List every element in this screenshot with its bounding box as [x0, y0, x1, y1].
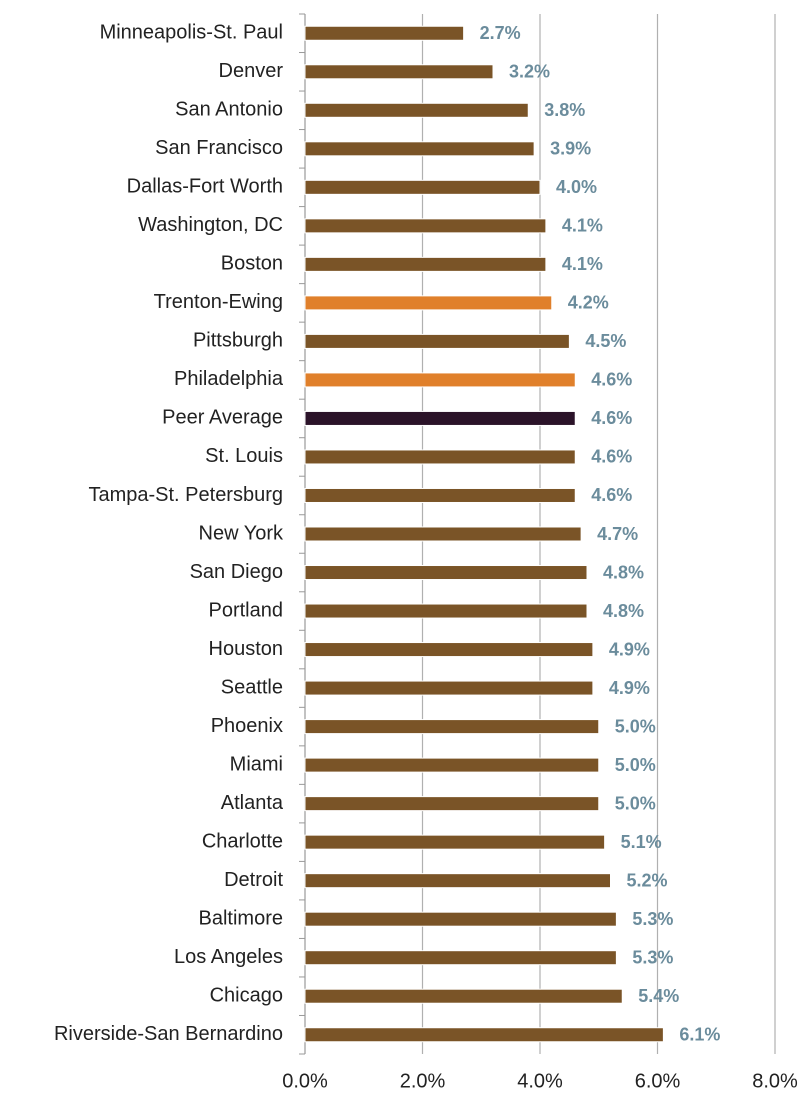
bar — [304, 1027, 664, 1043]
value-label: 3.8% — [544, 100, 585, 120]
value-label: 4.2% — [568, 293, 609, 313]
category-label: Riverside-San Bernardino — [54, 1023, 283, 1045]
bar — [304, 950, 617, 966]
x-tick-label: 6.0% — [635, 1070, 681, 1092]
category-label: Denver — [219, 60, 284, 82]
category-label: Detroit — [224, 869, 283, 891]
value-label: 3.2% — [509, 62, 550, 82]
category-label: Baltimore — [199, 907, 283, 929]
bar — [304, 603, 588, 619]
value-label: 4.6% — [591, 485, 632, 505]
category-label: San Francisco — [155, 137, 283, 159]
category-label: Portland — [209, 599, 284, 621]
category-label: San Antonio — [175, 99, 283, 121]
value-label: 4.8% — [603, 562, 644, 582]
bar — [304, 757, 600, 773]
category-label: Boston — [221, 253, 283, 275]
value-label: 4.1% — [562, 254, 603, 274]
bar — [304, 333, 570, 349]
category-label: Peer Average — [162, 407, 283, 429]
category-label: Phoenix — [211, 715, 283, 737]
category-label: Pittsburgh — [193, 330, 283, 352]
category-label: Philadelphia — [174, 368, 284, 390]
bar — [304, 102, 529, 118]
bar — [304, 911, 617, 927]
category-label: St. Louis — [205, 445, 283, 467]
bar — [304, 256, 547, 272]
bar — [304, 218, 547, 234]
value-label: 4.6% — [591, 370, 632, 390]
x-tick-label: 4.0% — [517, 1070, 563, 1092]
bar — [304, 834, 606, 850]
category-label: Houston — [209, 638, 284, 660]
bar — [304, 988, 623, 1004]
value-label: 4.8% — [603, 601, 644, 621]
value-label: 5.1% — [621, 832, 662, 852]
category-label: Seattle — [221, 676, 283, 698]
bar — [304, 873, 611, 889]
x-tick-label: 2.0% — [400, 1070, 446, 1092]
value-label: 5.0% — [615, 755, 656, 775]
bar — [304, 449, 576, 465]
category-label: Minneapolis-St. Paul — [100, 22, 283, 44]
bar — [304, 487, 576, 503]
bar — [304, 719, 600, 735]
value-label: 5.0% — [615, 793, 656, 813]
category-label: New York — [199, 522, 284, 544]
value-label: 2.7% — [480, 23, 521, 43]
value-label: 4.6% — [591, 447, 632, 467]
bar — [304, 372, 576, 388]
value-label: 4.7% — [597, 524, 638, 544]
bar — [304, 796, 600, 812]
value-label: 4.9% — [609, 678, 650, 698]
bar — [304, 410, 576, 426]
value-label: 3.9% — [550, 139, 591, 159]
category-label: Dallas-Fort Worth — [127, 176, 283, 198]
category-label: Atlanta — [221, 792, 284, 814]
bar — [304, 642, 594, 658]
value-label: 5.3% — [632, 909, 673, 929]
value-label: 4.5% — [585, 331, 626, 351]
value-label: 5.3% — [632, 947, 673, 967]
value-label: 5.2% — [627, 870, 668, 890]
category-label: Los Angeles — [174, 946, 283, 968]
value-label: 4.0% — [556, 177, 597, 197]
category-label: Trenton-Ewing — [154, 291, 283, 313]
value-label: 6.1% — [679, 1024, 720, 1044]
bar — [304, 680, 594, 696]
category-label: Charlotte — [202, 830, 283, 852]
bar — [304, 179, 541, 195]
value-label: 4.6% — [591, 408, 632, 428]
bar — [304, 295, 553, 311]
value-label: 4.1% — [562, 216, 603, 236]
value-label: 5.4% — [638, 986, 679, 1006]
category-label: Chicago — [210, 985, 283, 1007]
bar — [304, 25, 465, 41]
bar — [304, 526, 582, 542]
category-label: Washington, DC — [138, 214, 283, 236]
category-label: Miami — [230, 753, 283, 775]
bar — [304, 565, 588, 581]
x-tick-label: 8.0% — [752, 1070, 798, 1092]
category-label: San Diego — [190, 561, 283, 583]
bar — [304, 141, 535, 157]
x-tick-label: 0.0% — [282, 1070, 328, 1092]
value-label: 5.0% — [615, 716, 656, 736]
value-label: 4.9% — [609, 639, 650, 659]
bar — [304, 64, 494, 80]
category-label: Tampa-St. Petersburg — [88, 484, 283, 506]
